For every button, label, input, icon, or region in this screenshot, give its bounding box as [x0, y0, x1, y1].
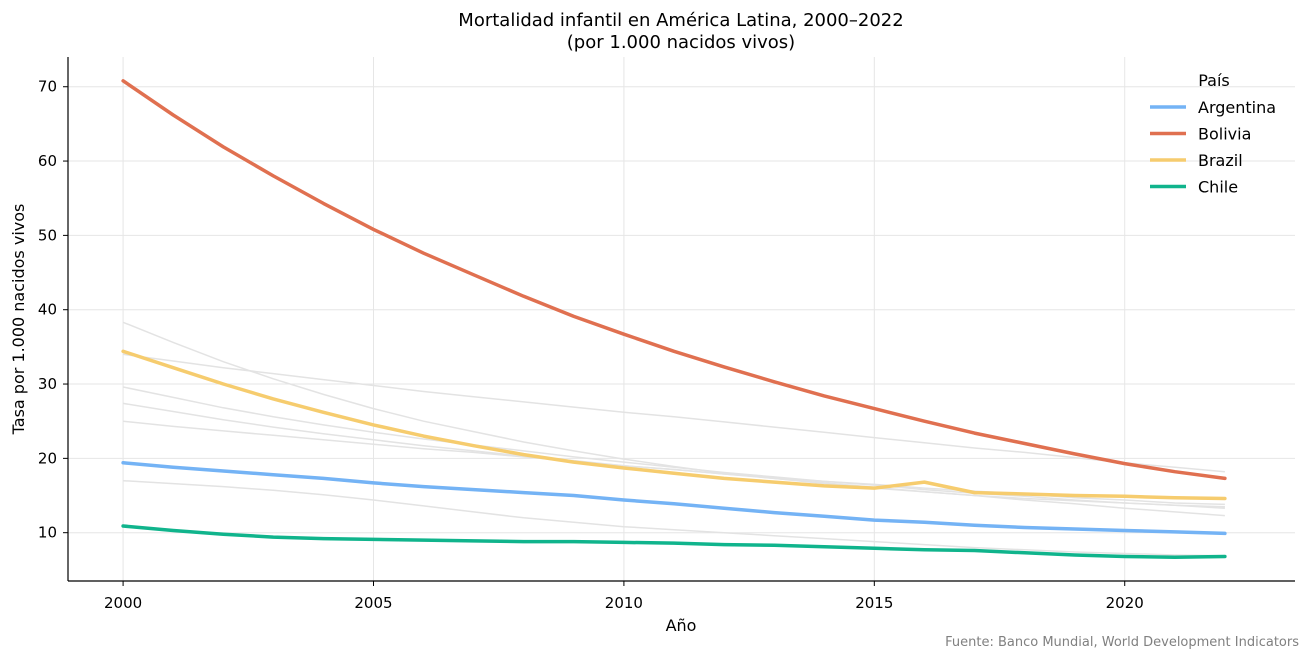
x-tick-label: 2020: [1106, 594, 1144, 612]
series-group: [121, 79, 1227, 559]
series-line-bolivia: [121, 79, 1227, 481]
legend-label-bolivia: Bolivia: [1198, 125, 1251, 144]
background-series-line: [122, 321, 1225, 508]
chart-subtitle: (por 1.000 nacidos vivos): [567, 32, 795, 53]
source-note: Fuente: Banco Mundial, World Development…: [945, 635, 1299, 650]
grid-lines: [68, 57, 1295, 581]
chart-title: Mortalidad infantil en América Latina, 2…: [458, 10, 903, 31]
tick-labels: 2000 2005 2010 2015 2020 10 20 30 40 50 60 70: [38, 78, 1144, 612]
axes: [67, 57, 1295, 582]
x-axis-title: Año: [666, 616, 697, 635]
background-series-group: [122, 321, 1225, 557]
x-tick-label: 2005: [354, 594, 392, 612]
y-tick-label: 20: [38, 449, 57, 467]
legend: País Argentina Bolivia Brazil Chile: [1150, 71, 1276, 197]
x-tick-label: 2015: [855, 594, 893, 612]
background-series-line: [122, 386, 1225, 509]
series-line-brazil: [121, 349, 1227, 501]
series-line-argentina: [121, 461, 1227, 536]
y-axis-title: Tasa por 1.000 nacidos vivos: [9, 204, 28, 436]
y-tick-label: 40: [38, 301, 57, 319]
y-tick-label: 50: [38, 226, 57, 244]
y-tick-label: 70: [38, 78, 57, 96]
background-series-line: [123, 420, 1225, 517]
x-tick-label: 2010: [605, 594, 643, 612]
legend-title: País: [1198, 71, 1230, 90]
series-line-chile: [121, 524, 1227, 559]
background-series-line: [123, 479, 1225, 557]
y-tick-label: 30: [38, 375, 57, 393]
legend-label-brazil: Brazil: [1198, 151, 1243, 170]
y-tick-label: 10: [38, 524, 57, 542]
x-tick-label: 2000: [104, 594, 142, 612]
legend-label-argentina: Argentina: [1198, 98, 1276, 117]
legend-label-chile: Chile: [1198, 178, 1238, 197]
y-tick-label: 60: [38, 152, 57, 170]
background-series-line: [123, 353, 1225, 473]
